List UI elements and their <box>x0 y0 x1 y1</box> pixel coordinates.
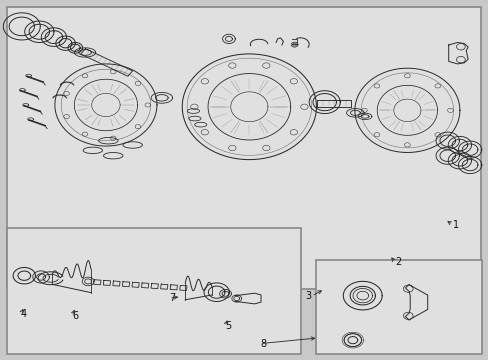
Text: 2: 2 <box>394 257 401 267</box>
Text: 4: 4 <box>21 309 27 319</box>
Bar <box>7 7 480 289</box>
Text: 3: 3 <box>305 291 311 301</box>
Text: 7: 7 <box>169 293 175 303</box>
Bar <box>316 260 481 354</box>
Text: 5: 5 <box>224 321 231 332</box>
Text: 6: 6 <box>72 311 78 321</box>
Text: 8: 8 <box>260 339 265 348</box>
Text: 1: 1 <box>452 220 458 230</box>
Bar <box>7 228 301 354</box>
